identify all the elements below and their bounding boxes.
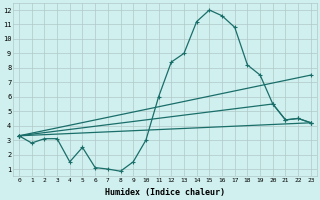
X-axis label: Humidex (Indice chaleur): Humidex (Indice chaleur) [105, 188, 225, 197]
